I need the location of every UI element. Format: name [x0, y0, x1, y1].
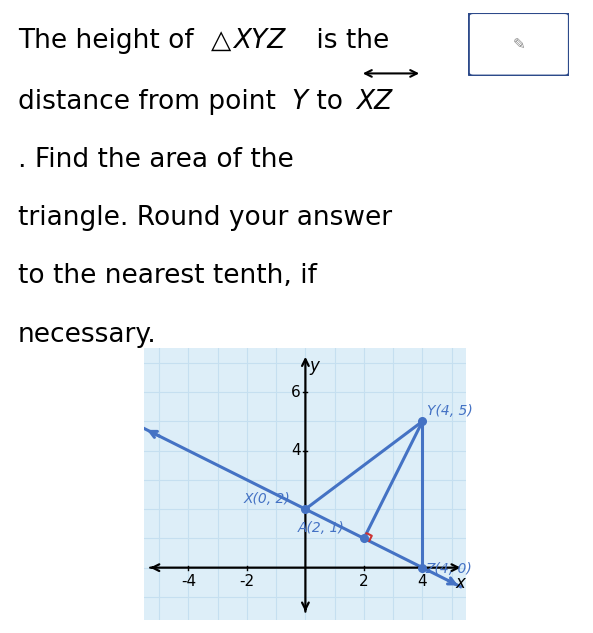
- Text: 6: 6: [291, 385, 301, 399]
- Text: Z(4, 0): Z(4, 0): [425, 563, 472, 577]
- Text: is the: is the: [308, 28, 389, 54]
- Text: to the nearest tenth, if: to the nearest tenth, if: [18, 263, 317, 289]
- Text: to: to: [308, 89, 352, 115]
- Text: 4: 4: [417, 574, 428, 589]
- Text: Y(4, 5): Y(4, 5): [427, 404, 473, 418]
- Text: △: △: [211, 28, 231, 54]
- Text: ✎: ✎: [512, 37, 525, 52]
- Text: . Find the area of the: . Find the area of the: [18, 147, 294, 173]
- Text: distance from point: distance from point: [18, 89, 284, 115]
- Text: triangle. Round your answer: triangle. Round your answer: [18, 205, 392, 231]
- Text: necessary.: necessary.: [18, 322, 157, 348]
- Text: The height of: The height of: [18, 28, 202, 54]
- Text: -2: -2: [240, 574, 254, 589]
- Text: 2: 2: [359, 574, 369, 589]
- Text: 4: 4: [291, 443, 301, 458]
- Text: A(2, 1): A(2, 1): [298, 521, 345, 535]
- Text: Y: Y: [291, 89, 307, 115]
- Text: XYZ: XYZ: [233, 28, 285, 54]
- Text: -4: -4: [181, 574, 196, 589]
- Text: x: x: [455, 574, 466, 592]
- Text: XZ: XZ: [356, 89, 392, 115]
- Text: y: y: [310, 357, 320, 375]
- Text: X(0, 2): X(0, 2): [244, 492, 291, 506]
- FancyBboxPatch shape: [468, 13, 569, 76]
